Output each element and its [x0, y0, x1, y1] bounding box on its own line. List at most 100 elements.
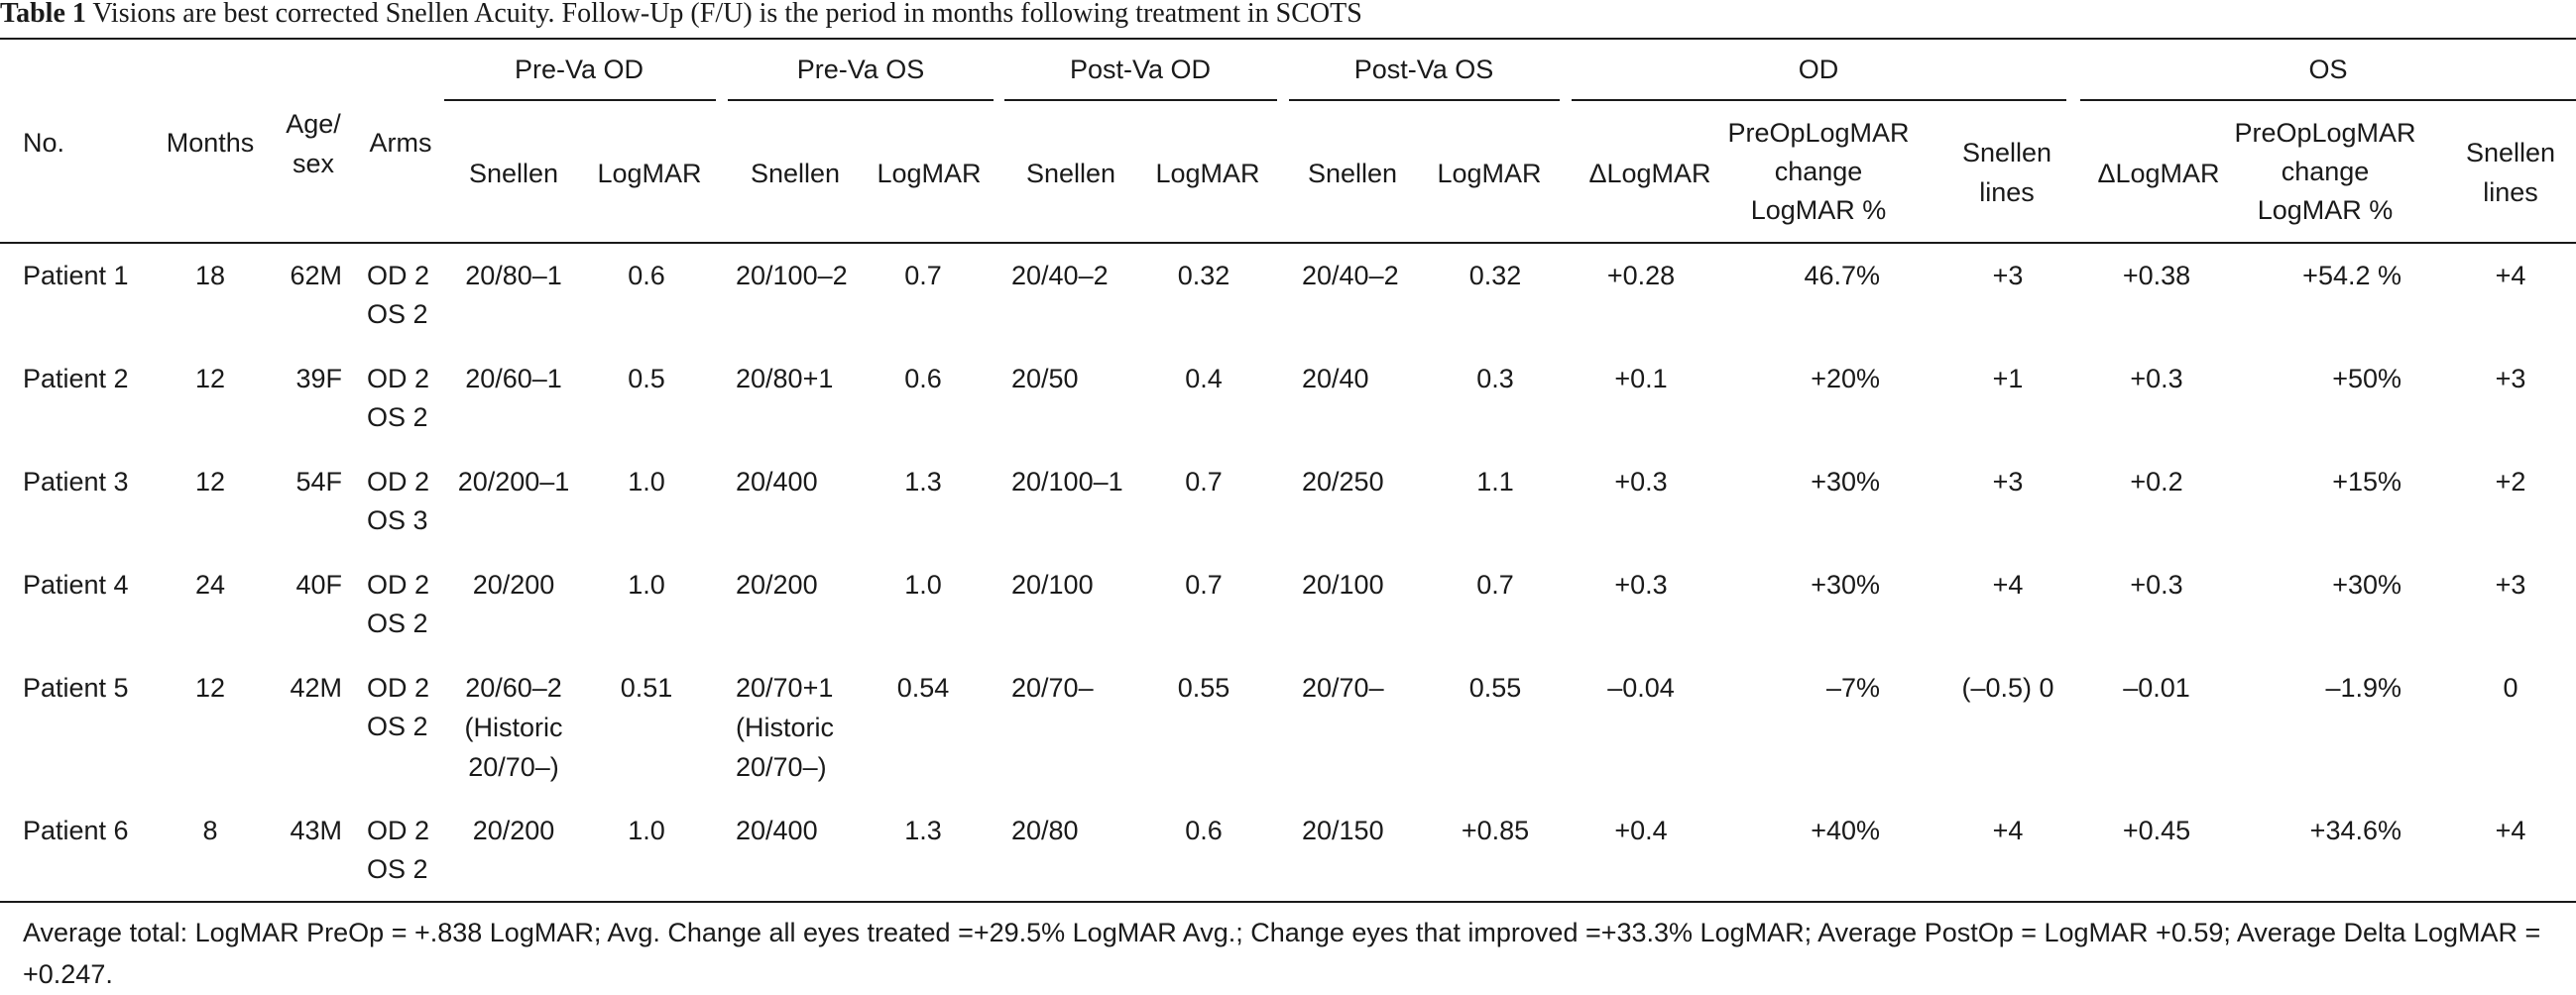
cell-arms: OS 2: [367, 854, 428, 884]
cell-age-sex: 42M: [290, 673, 342, 703]
col-header-logmar: LogMAR: [597, 159, 702, 188]
cell-od-change: 46.7%: [1804, 261, 1880, 290]
cell-os-change: –1.9%: [2325, 673, 2401, 703]
cell-post-os-logmar: 0.32: [1468, 261, 1522, 290]
cell-os-change: +15%: [2332, 467, 2401, 497]
cell-od-delta: +0.3: [1614, 467, 1668, 497]
cell-arms: OS 2: [367, 299, 428, 329]
cell-od-delta: +0.3: [1614, 570, 1668, 600]
col-header-snellen: Snellen: [1025, 159, 1116, 188]
cell-pre-od-logmar: 0.6: [628, 261, 665, 290]
col-header-age-sex: Age/: [286, 109, 341, 139]
cell-post-os-snellen: 20/70–: [1302, 673, 1384, 703]
table-bottom-rule: [0, 901, 2576, 903]
table-caption: Table 1 Visions are best corrected Snell…: [0, 0, 2576, 36]
cell-os-change: +54.2 %: [2302, 261, 2401, 290]
cell-post-os-snellen: 20/40: [1302, 364, 1369, 393]
cell-post-od-logmar: 0.6: [1185, 816, 1223, 845]
table-header-rule: [0, 242, 2576, 244]
cell-pre-od-snellen: 20/60–1: [465, 364, 562, 393]
col-header-preop-change: PreOpLogMAR: [2234, 118, 2416, 148]
cell-pre-os-snellen: 20/70–): [736, 752, 827, 782]
col-header-preop-change: LogMAR %: [2257, 195, 2394, 225]
cell-os-lines: 0: [2503, 673, 2518, 703]
cell-post-od-logmar: 0.7: [1185, 467, 1223, 497]
cell-od-change: +40%: [1811, 816, 1880, 845]
cell-pre-od-logmar: 1.0: [628, 816, 665, 845]
col-header-snellen-lines: lines: [1979, 177, 2035, 207]
group-rule: [728, 99, 994, 101]
cell-post-od-snellen: 20/80: [1011, 816, 1079, 845]
cell-pre-od-logmar: 0.51: [620, 673, 673, 703]
cell-patient: Patient 3: [23, 467, 129, 497]
cell-arms: OD 2: [367, 816, 430, 845]
cell-pre-os-snellen: 20/400: [736, 816, 818, 845]
cell-pre-os-logmar: 0.7: [904, 261, 942, 290]
group-rule: [2080, 99, 2576, 101]
group-header: OS: [2308, 55, 2348, 84]
cell-od-lines: +3: [1992, 261, 2024, 290]
cell-post-od-logmar: 0.4: [1185, 364, 1223, 393]
cell-pre-os-logmar: 1.3: [904, 816, 942, 845]
cell-months: 24: [194, 570, 226, 600]
cell-post-os-snellen: 20/250: [1302, 467, 1384, 497]
cell-os-lines: +3: [2495, 364, 2526, 393]
cell-age-sex: 54F: [295, 467, 342, 497]
cell-pre-od-snellen: (Historic: [464, 713, 563, 742]
cell-os-lines: +4: [2495, 816, 2526, 845]
group-rule: [1004, 99, 1277, 101]
cell-os-delta: +0.45: [2122, 816, 2191, 845]
cell-age-sex: 39F: [295, 364, 342, 393]
cell-od-change: +20%: [1811, 364, 1880, 393]
col-header-snellen: Snellen: [750, 159, 841, 188]
cell-pre-os-logmar: 0.54: [896, 673, 950, 703]
cell-arms: OS 2: [367, 712, 428, 741]
cell-pre-os-logmar: 1.3: [904, 467, 942, 497]
cell-od-lines: +1: [1992, 364, 2024, 393]
cell-post-od-logmar: 0.32: [1177, 261, 1230, 290]
table-top-rule: [0, 38, 2576, 40]
group-rule: [1289, 99, 1560, 101]
cell-pre-os-snellen: 20/200: [736, 570, 818, 600]
cell-od-change: –7%: [1825, 673, 1880, 703]
col-header-age-sex: sex: [292, 149, 335, 178]
cell-post-od-snellen: 20/100–1: [1011, 467, 1123, 497]
cell-od-delta: –0.04: [1607, 673, 1675, 703]
col-header-preop-change: change: [2281, 157, 2370, 186]
col-header-delta-logmar: ΔLogMAR: [1588, 159, 1711, 188]
cell-od-lines: +4: [1992, 816, 2024, 845]
cell-pre-od-snellen: 20/200–1: [457, 467, 570, 497]
col-header-snellen-lines: Snellen: [2465, 138, 2556, 167]
cell-patient: Patient 4: [23, 570, 129, 600]
cell-patient: Patient 1: [23, 261, 129, 290]
cell-pre-od-snellen: 20/200: [472, 816, 555, 845]
cell-post-os-snellen: 20/150: [1302, 816, 1384, 845]
cell-post-od-logmar: 0.55: [1177, 673, 1230, 703]
col-header-arms: Arms: [369, 128, 432, 158]
cell-months: 18: [194, 261, 226, 290]
cell-pre-os-snellen: 20/100–2: [736, 261, 848, 290]
cell-post-os-logmar: +0.85: [1461, 816, 1530, 845]
cell-post-os-logmar: 0.7: [1476, 570, 1514, 600]
cell-arms: OS 2: [367, 402, 428, 432]
cell-os-delta: +0.38: [2122, 261, 2191, 290]
cell-patient: Patient 5: [23, 673, 129, 703]
cell-pre-od-logmar: 1.0: [628, 467, 665, 497]
cell-pre-od-logmar: 0.5: [628, 364, 665, 393]
cell-os-change: +50%: [2332, 364, 2401, 393]
cell-post-os-snellen: 20/40–2: [1302, 261, 1399, 290]
cell-od-change: +30%: [1811, 570, 1880, 600]
col-header-preop-change: LogMAR %: [1750, 195, 1887, 225]
cell-os-delta: +0.2: [2130, 467, 2183, 497]
cell-post-od-snellen: 20/100: [1011, 570, 1094, 600]
cell-pre-od-snellen: 20/70–): [468, 752, 559, 782]
cell-pre-os-snellen: 20/70+1: [736, 673, 834, 703]
cell-pre-od-snellen: 20/60–2: [465, 673, 562, 703]
cell-age-sex: 40F: [295, 570, 342, 600]
col-header-logmar: LogMAR: [1155, 159, 1260, 188]
col-header-snellen-lines: lines: [2483, 177, 2538, 207]
cell-arms: OD 2: [367, 467, 430, 497]
cell-post-od-snellen: 20/70–: [1011, 673, 1094, 703]
cell-arms: OS 3: [367, 505, 428, 535]
group-header: OD: [1798, 55, 1839, 84]
